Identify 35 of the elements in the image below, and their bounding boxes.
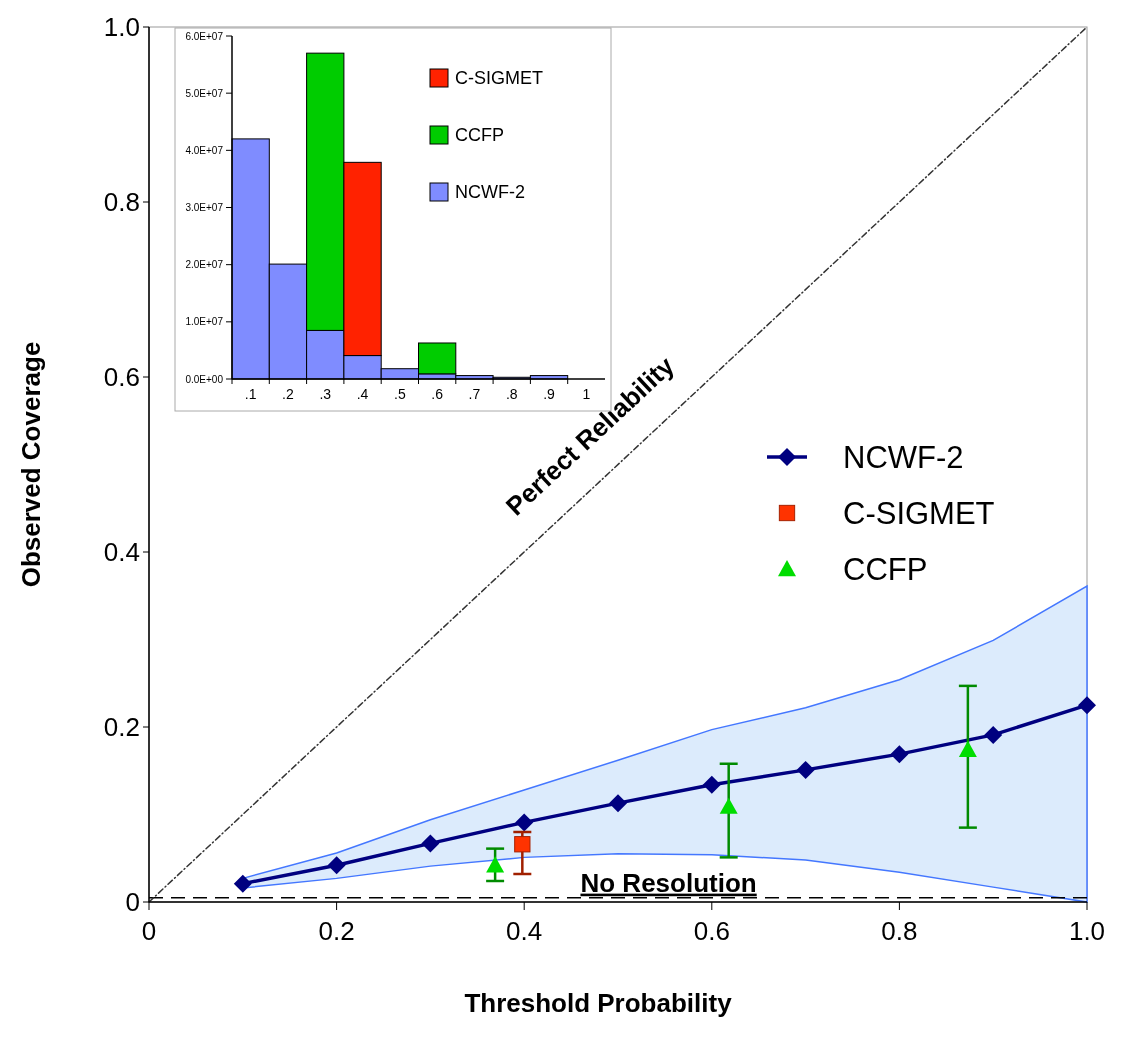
y-tick-label: 5.0E+07 [185, 87, 224, 99]
ref-line-label: No Resolution [580, 867, 757, 898]
x-tick-label: .9 [543, 386, 556, 402]
x-tick-label: .8 [505, 386, 518, 402]
x-tick-label: .7 [468, 386, 481, 402]
x-tick-label: 0.8 [881, 916, 918, 946]
y-tick-label: 2.0E+07 [185, 259, 224, 271]
y-tick-label: 0.8 [103, 187, 140, 218]
y-tick-label: 0.0E+00 [185, 373, 224, 385]
x-axis-title: Threshold Probability [464, 988, 733, 1018]
y-tick-label: 0.4 [103, 537, 140, 568]
x-tick-label: .1 [244, 386, 257, 402]
y-tick-label: 1.0E+07 [185, 316, 224, 328]
legend-label: C-SIGMET [843, 495, 995, 531]
legend-label: C-SIGMET [455, 68, 543, 89]
legend-label: CCFP [843, 551, 928, 587]
y-tick-label: 0 [125, 887, 140, 918]
x-tick-label: 0.6 [693, 916, 730, 946]
y-tick-label: 4.0E+07 [185, 144, 224, 156]
x-tick-label: .5 [394, 386, 406, 402]
y-axis-title: Observed Coverage [16, 341, 46, 588]
y-tick-label: 3.0E+07 [185, 202, 224, 213]
y-tick-label: 1.0 [103, 12, 140, 43]
legend-label: NCWF-2 [455, 182, 525, 203]
x-tick-label: .2 [282, 386, 294, 402]
y-tick-label: 6.0E+07 [185, 30, 224, 42]
x-tick-label: 0.4 [506, 916, 543, 946]
y-tick-label: 0.2 [103, 712, 140, 743]
legend-label: CCFP [455, 125, 504, 146]
x-tick-label: .6 [431, 386, 444, 402]
legend-label: NCWF-2 [843, 439, 964, 475]
x-tick-label: 1.0 [1068, 916, 1106, 946]
x-tick-label: .4 [356, 386, 369, 402]
x-tick-label: 0.2 [318, 916, 355, 946]
x-tick-label: .3 [319, 386, 332, 402]
